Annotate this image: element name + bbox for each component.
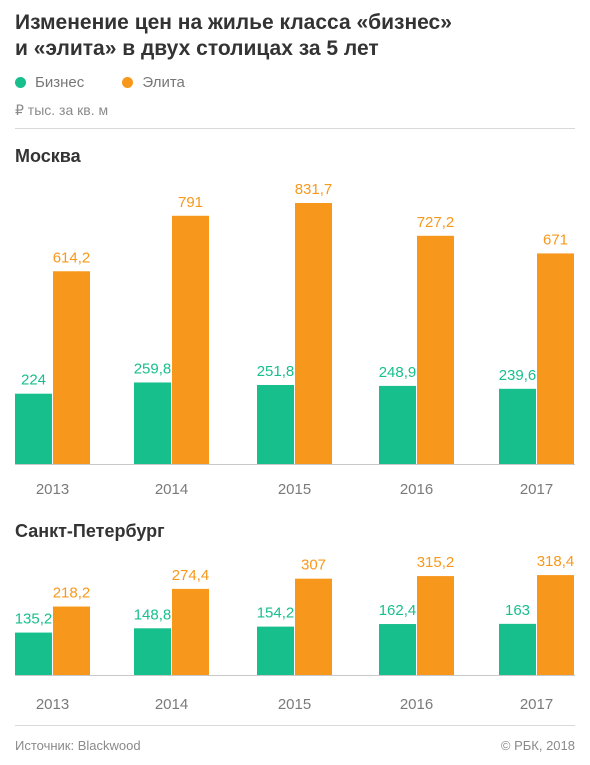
bar-moscow-elite-2017 bbox=[537, 253, 574, 464]
bar-moscow-business-2013 bbox=[15, 393, 52, 464]
value-label-moscow-elite-2017: 671 bbox=[543, 231, 568, 248]
bar-moscow-elite-2013 bbox=[53, 271, 90, 464]
x-tick-spb-2017: 2017 bbox=[520, 696, 553, 713]
chart-title-line-2: и «элита» в двух столицах за 5 лет bbox=[15, 37, 379, 60]
value-label-moscow-elite-2015: 831,7 bbox=[295, 181, 333, 198]
bar-moscow-business-2016 bbox=[379, 385, 416, 464]
value-label-spb-business-2013: 135,2 bbox=[15, 611, 53, 628]
value-label-moscow-elite-2014: 791 bbox=[178, 194, 203, 211]
value-label-moscow-business-2017: 239,6 bbox=[499, 367, 537, 384]
bar-spb-elite-2013 bbox=[53, 606, 90, 675]
value-label-moscow-elite-2013: 614,2 bbox=[53, 249, 91, 266]
x-tick-spb-2014: 2014 bbox=[155, 696, 188, 713]
bar-spb-elite-2015 bbox=[295, 578, 332, 675]
bar-spb-business-2013 bbox=[15, 632, 52, 675]
x-tick-moscow-2016: 2016 bbox=[400, 481, 433, 498]
chart-title: Изменение цен на жилье класса «бизнес» и… bbox=[15, 10, 580, 62]
legend-label-business: Бизнес bbox=[35, 74, 85, 91]
value-label-moscow-business-2013: 224 bbox=[21, 372, 46, 389]
bar-moscow-elite-2016 bbox=[417, 235, 454, 464]
source-note: Источник: Blackwood bbox=[15, 738, 141, 753]
x-tick-moscow-2017: 2017 bbox=[520, 481, 553, 498]
bar-spb-elite-2016 bbox=[417, 576, 454, 675]
value-label-spb-elite-2014: 274,4 bbox=[172, 567, 210, 584]
bar-moscow-elite-2014 bbox=[172, 215, 209, 464]
x-tick-spb-2015: 2015 bbox=[278, 696, 311, 713]
value-label-spb-elite-2017: 318,4 bbox=[537, 553, 575, 570]
value-label-spb-business-2016: 162,4 bbox=[379, 602, 417, 619]
unit-label: ₽ тыс. за кв. м bbox=[15, 102, 109, 118]
legend-swatch-elite bbox=[122, 77, 134, 88]
bar-moscow-business-2015 bbox=[257, 384, 294, 464]
bar-moscow-business-2017 bbox=[499, 388, 536, 464]
bar-spb-business-2017 bbox=[499, 623, 536, 675]
value-label-moscow-business-2015: 251,8 bbox=[257, 363, 295, 380]
legend-item-business: Бизнес bbox=[15, 74, 84, 91]
value-label-moscow-business-2016: 248,9 bbox=[379, 364, 417, 381]
x-tick-moscow-2014: 2014 bbox=[155, 481, 188, 498]
legend-swatch-business bbox=[15, 77, 26, 88]
value-label-moscow-elite-2016: 727,2 bbox=[417, 214, 455, 231]
bar-spb-business-2016 bbox=[379, 624, 416, 675]
chart-title-line-1: Изменение цен на жилье класса «бизнес» bbox=[15, 11, 452, 34]
panel-title-spb: Санкт-Петербург bbox=[15, 521, 165, 541]
value-label-spb-business-2017: 163 bbox=[505, 602, 530, 619]
value-label-spb-elite-2013: 218,2 bbox=[53, 585, 91, 602]
bar-moscow-elite-2015 bbox=[295, 203, 332, 464]
chart-moscow: 224 614,2 2013 259,8 791 2014 251,8 831,7 2015 24… bbox=[15, 181, 575, 498]
bar-spb-business-2014 bbox=[134, 628, 171, 675]
x-tick-moscow-2013: 2013 bbox=[36, 481, 69, 498]
top-divider bbox=[15, 128, 575, 129]
bar-spb-business-2015 bbox=[257, 626, 294, 675]
x-tick-spb-2013: 2013 bbox=[36, 696, 69, 713]
bar-spb-elite-2017 bbox=[537, 575, 574, 675]
value-label-spb-business-2014: 148,8 bbox=[134, 606, 172, 623]
value-label-moscow-business-2014: 259,8 bbox=[134, 360, 172, 377]
panel-title-moscow: Москва bbox=[15, 146, 81, 166]
bar-moscow-business-2014 bbox=[134, 382, 171, 464]
value-label-spb-business-2015: 154,2 bbox=[257, 605, 295, 622]
value-label-spb-elite-2015: 307 bbox=[301, 557, 326, 574]
bar-spb-elite-2014 bbox=[172, 588, 209, 675]
bottom-divider bbox=[15, 725, 575, 726]
x-tick-spb-2016: 2016 bbox=[400, 696, 433, 713]
copyright-note: © РБК, 2018 bbox=[500, 738, 575, 753]
value-label-spb-elite-2016: 315,2 bbox=[417, 554, 455, 571]
legend: Бизнес Элита bbox=[15, 74, 219, 92]
x-tick-moscow-2015: 2015 bbox=[278, 481, 311, 498]
legend-item-elite: Элита bbox=[122, 74, 185, 91]
legend-label-elite: Элита bbox=[142, 74, 185, 91]
